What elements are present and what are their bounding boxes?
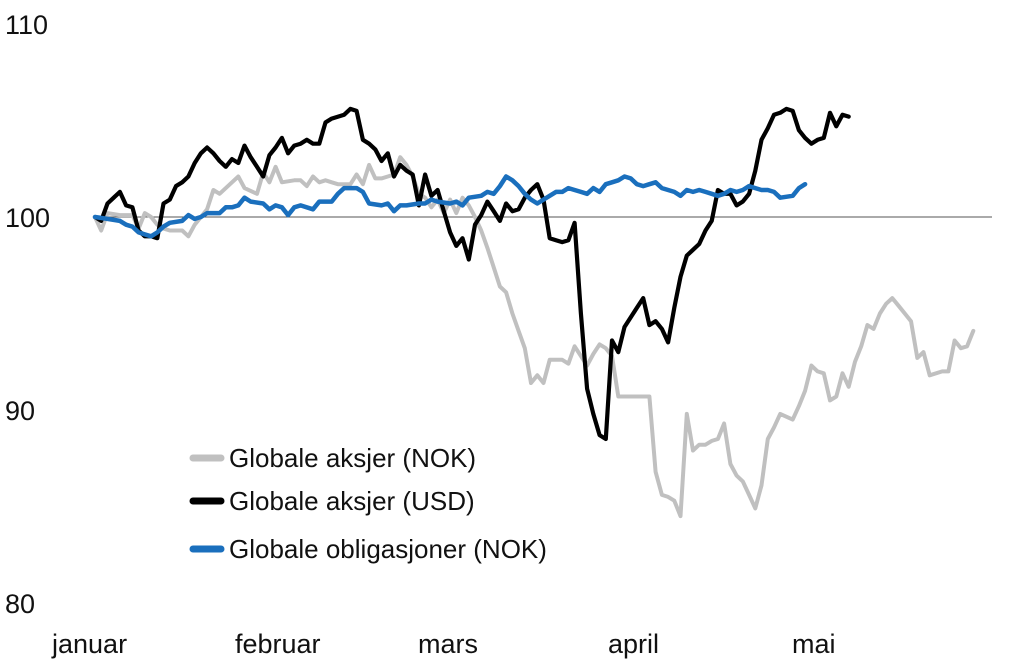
series-line-3 <box>92 174 808 239</box>
legend: Globale aksjer (NOK) Globale aksjer (USD)… <box>189 443 547 564</box>
x-tick-label: mars <box>418 629 478 659</box>
y-tick-label: 110 <box>5 10 48 40</box>
y-tick-label: 80 <box>5 589 35 619</box>
legend-label: Globale aksjer (USD) <box>229 486 475 516</box>
legend-label: Globale obligasjoner (NOK) <box>229 534 547 564</box>
y-tick-label: 100 <box>5 203 50 233</box>
x-tick-label: februar <box>235 629 321 659</box>
x-axis-ticks: januar februar mars april mai <box>51 629 836 659</box>
x-tick-label: april <box>608 629 659 659</box>
series-line-2 <box>92 106 851 442</box>
x-tick-label: mai <box>792 629 836 659</box>
x-tick-label: januar <box>51 629 127 659</box>
series-line-1 <box>93 155 976 519</box>
legend-label: Globale aksjer (NOK) <box>229 443 476 473</box>
y-tick-label: 90 <box>5 396 35 426</box>
y-axis-ticks: 80 90 100 110 <box>5 10 50 619</box>
series-lines <box>92 106 976 519</box>
